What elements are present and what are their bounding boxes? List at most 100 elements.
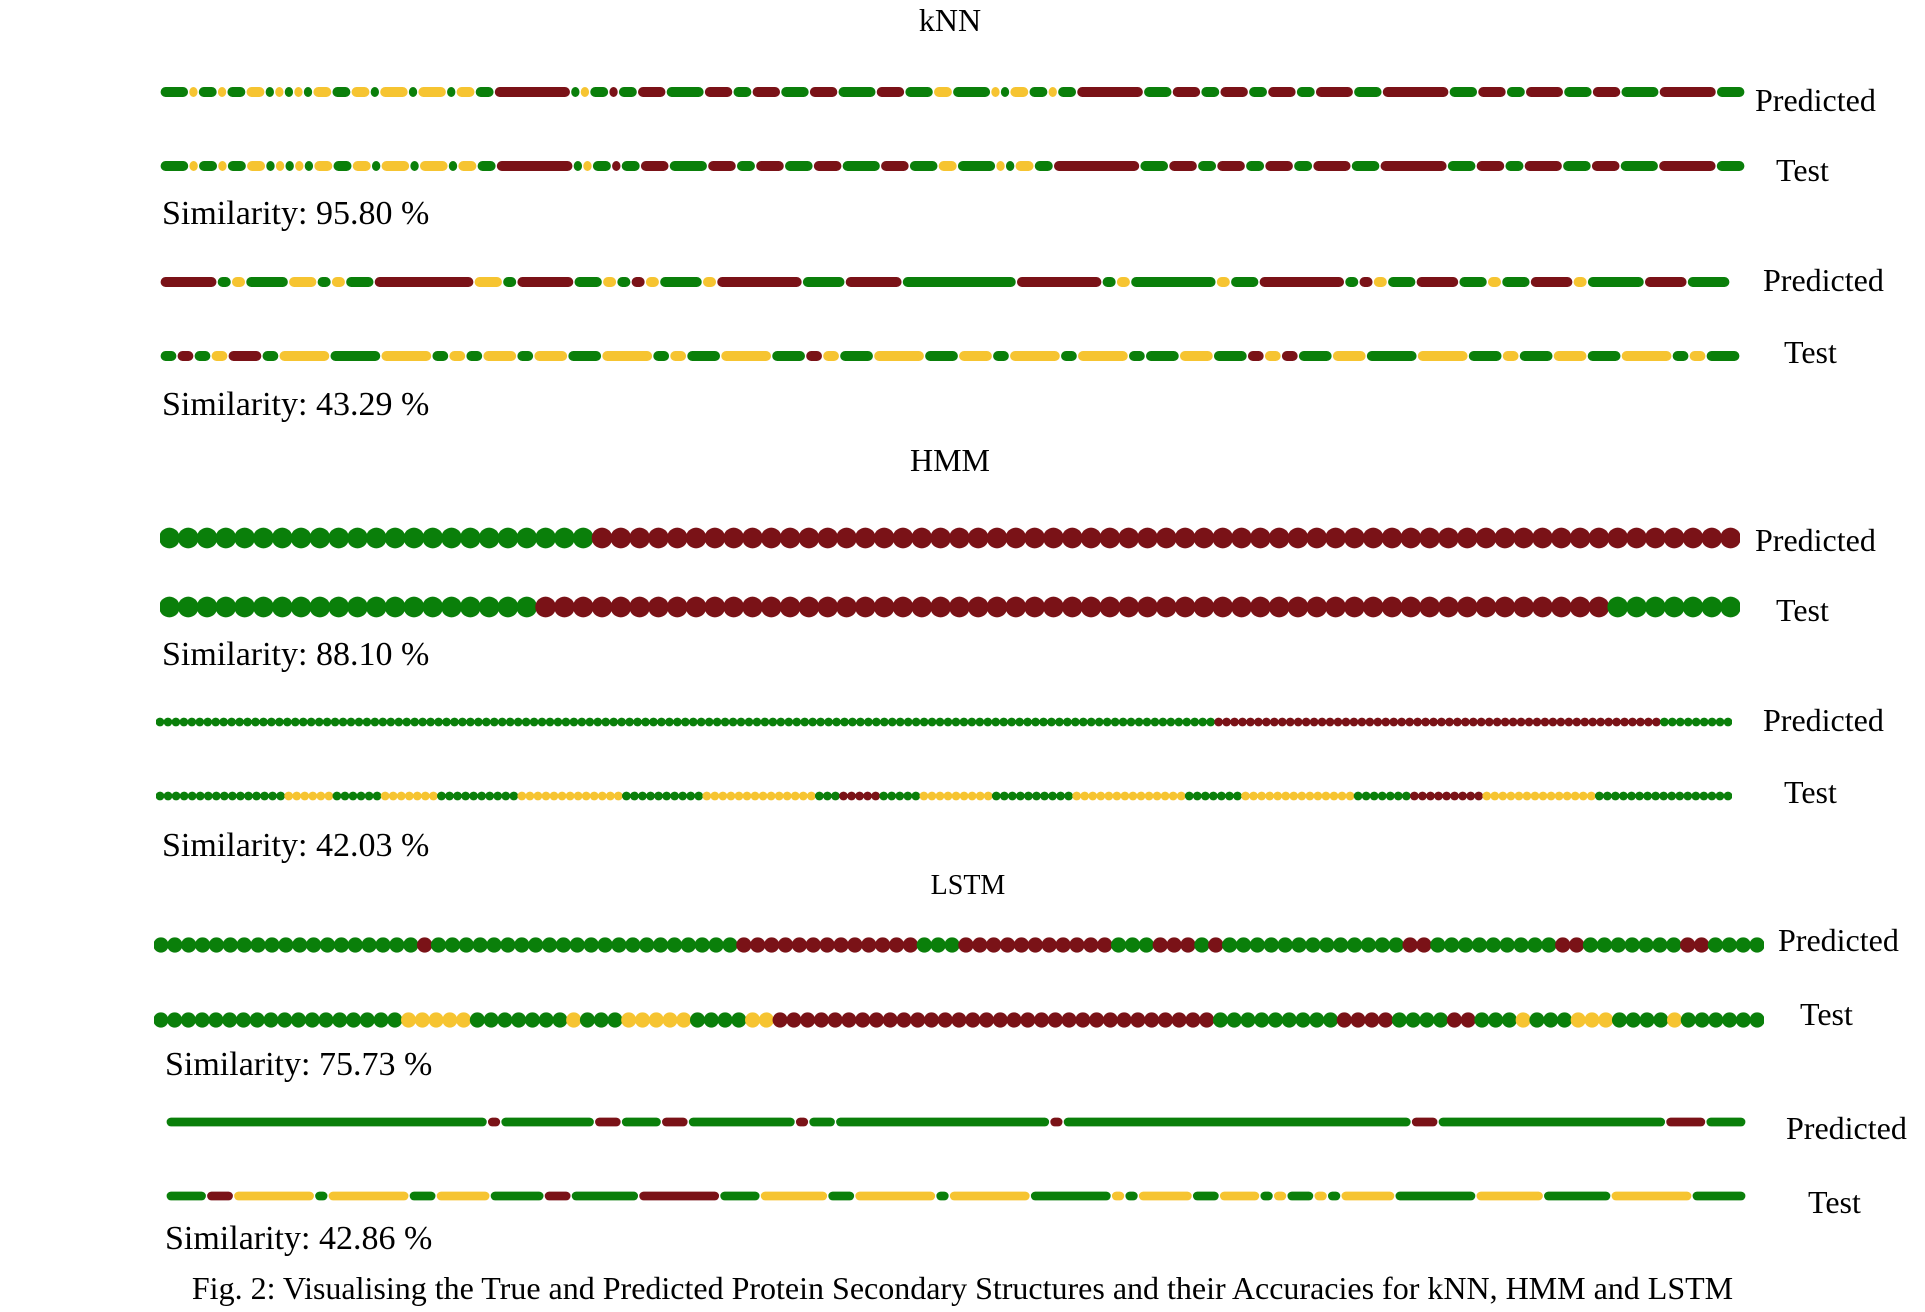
section-title-knn: kNN bbox=[918, 2, 982, 38]
residue-helix bbox=[1040, 791, 1049, 801]
segment-sheet bbox=[487, 1117, 501, 1127]
residue-sheet bbox=[736, 937, 752, 953]
residue-helix bbox=[712, 717, 722, 727]
segment-helix bbox=[736, 161, 755, 171]
residue-helix bbox=[458, 717, 467, 727]
residue-helix bbox=[528, 937, 544, 953]
residue-sheet bbox=[967, 527, 989, 549]
residue-helix bbox=[1007, 791, 1017, 801]
structure-strip bbox=[160, 348, 1740, 364]
residue-coil bbox=[1554, 791, 1564, 801]
residue-helix bbox=[511, 1012, 527, 1028]
residue-helix bbox=[1627, 791, 1636, 801]
residue-sheet bbox=[1626, 527, 1647, 549]
residue-sheet bbox=[1466, 791, 1476, 801]
segment-coil bbox=[949, 1191, 1030, 1201]
residue-helix bbox=[163, 791, 173, 801]
segment-helix bbox=[838, 87, 876, 97]
structure-strip bbox=[160, 274, 1730, 290]
residue-coil bbox=[1666, 1012, 1683, 1028]
residue-sheet bbox=[910, 1012, 926, 1028]
residue-helix bbox=[1102, 717, 1112, 727]
residue-helix bbox=[1158, 717, 1168, 727]
residue-helix bbox=[372, 791, 382, 801]
residue-helix bbox=[332, 791, 342, 801]
residue-helix bbox=[935, 717, 945, 727]
residue-helix bbox=[187, 717, 197, 727]
residue-helix bbox=[437, 791, 446, 801]
residue-helix bbox=[1720, 596, 1740, 618]
residue-sheet bbox=[750, 937, 766, 953]
predicted-label: Predicted bbox=[1755, 522, 1876, 558]
residue-sheet bbox=[855, 596, 876, 618]
residue-helix bbox=[1624, 937, 1640, 953]
segment-sheet bbox=[1281, 351, 1298, 361]
segment-sheet bbox=[1478, 87, 1506, 97]
residue-helix bbox=[434, 717, 443, 727]
residue-sheet bbox=[1580, 717, 1590, 727]
segment-helix bbox=[501, 1117, 594, 1127]
residue-helix bbox=[444, 937, 461, 953]
residue-coil bbox=[975, 791, 985, 801]
residue-helix bbox=[1651, 791, 1661, 801]
segment-coil bbox=[313, 87, 332, 97]
segment-helix bbox=[1030, 1191, 1111, 1201]
residue-helix bbox=[322, 717, 332, 727]
segment-helix bbox=[1260, 1191, 1273, 1201]
residue-helix bbox=[1707, 717, 1717, 727]
residue-helix bbox=[840, 717, 849, 727]
residue-sheet bbox=[1476, 717, 1486, 727]
segment-helix bbox=[330, 351, 381, 361]
segment-coil bbox=[1621, 351, 1672, 361]
residue-sheet bbox=[1075, 1012, 1091, 1028]
segment-helix bbox=[1140, 161, 1169, 171]
segment-helix bbox=[571, 87, 580, 97]
residue-sheet bbox=[1144, 1012, 1160, 1028]
residue-sheet bbox=[1061, 527, 1083, 549]
segment-sheet bbox=[845, 277, 902, 287]
segment-helix bbox=[1249, 87, 1267, 97]
residue-sheet bbox=[742, 527, 763, 549]
residue-sheet bbox=[1024, 596, 1045, 618]
residue-coil bbox=[316, 791, 326, 801]
segment-helix bbox=[448, 161, 458, 171]
strip-graphic bbox=[154, 937, 1764, 953]
segment-helix bbox=[1672, 351, 1689, 361]
segment-coil bbox=[1476, 1191, 1543, 1201]
residue-helix bbox=[1691, 717, 1701, 727]
predicted-label: Predicted bbox=[1786, 1110, 1907, 1146]
residue-sheet bbox=[902, 937, 919, 953]
residue-sheet bbox=[1174, 596, 1196, 618]
residue-coil bbox=[456, 1012, 472, 1028]
residue-sheet bbox=[986, 527, 1008, 549]
predicted-label: Predicted bbox=[1778, 922, 1899, 958]
residue-coil bbox=[634, 1012, 651, 1028]
segment-coil bbox=[1689, 351, 1706, 361]
residue-helix bbox=[541, 937, 558, 953]
residue-sheet bbox=[958, 937, 974, 953]
segment-coil bbox=[295, 161, 304, 171]
residue-helix bbox=[808, 717, 818, 727]
segment-coil bbox=[1010, 351, 1060, 361]
segment-coil bbox=[352, 161, 371, 171]
segment-sheet bbox=[1666, 1117, 1706, 1127]
segment-coil bbox=[289, 277, 317, 287]
residue-sheet bbox=[1445, 717, 1454, 727]
residue-helix bbox=[264, 937, 280, 953]
residue-helix bbox=[402, 717, 412, 727]
residue-helix bbox=[196, 527, 218, 549]
structure-strip bbox=[160, 596, 1740, 618]
residue-helix bbox=[1680, 1012, 1696, 1028]
segment-sheet bbox=[1268, 87, 1296, 97]
residue-helix bbox=[1277, 937, 1293, 953]
residue-helix bbox=[481, 717, 491, 727]
segment-coil bbox=[645, 277, 659, 287]
segment-helix bbox=[1506, 87, 1525, 97]
residue-sheet bbox=[1416, 937, 1432, 953]
residue-helix bbox=[871, 717, 881, 727]
segment-coil bbox=[246, 87, 265, 97]
segment-coil bbox=[218, 161, 227, 171]
residue-helix bbox=[1691, 791, 1701, 801]
segment-sheet bbox=[631, 277, 645, 287]
residue-helix bbox=[1556, 1012, 1573, 1028]
